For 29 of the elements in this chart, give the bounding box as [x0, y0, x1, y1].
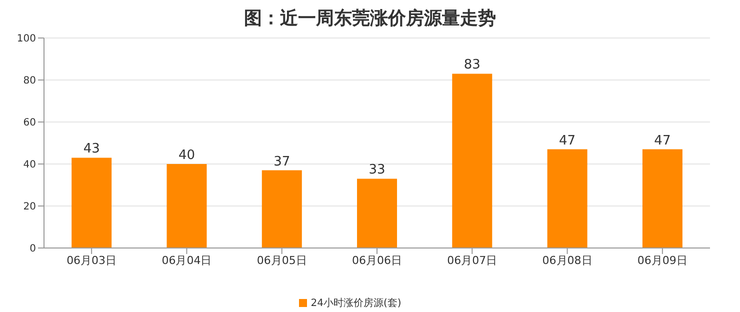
- data-label: 83: [464, 58, 480, 73]
- x-tick-label: 06月03日: [66, 254, 117, 267]
- y-tick-label: 80: [23, 76, 36, 87]
- data-label: 47: [559, 133, 576, 148]
- bar: [357, 178, 398, 248]
- data-label: 47: [654, 133, 671, 148]
- data-label: 33: [368, 162, 386, 178]
- legend-label: 24小时涨价房源(套): [310, 298, 402, 309]
- x-tick-label: 06月06日: [352, 254, 402, 267]
- bar: [262, 170, 302, 248]
- x-tick-label: 06月05日: [256, 254, 307, 267]
- x-tick-label: 06月09日: [637, 254, 688, 267]
- bar: [72, 158, 112, 248]
- bar: [166, 164, 207, 248]
- x-tick-label: 06月04日: [162, 254, 212, 267]
- y-tick-label: 60: [23, 118, 36, 129]
- data-label: 43: [83, 142, 100, 157]
- x-tick-label: 06月08日: [542, 254, 592, 267]
- y-tick-label: 0: [30, 244, 36, 255]
- bar: [642, 149, 682, 248]
- x-tick-label: 06月07日: [447, 254, 498, 267]
- y-tick-label: 40: [23, 160, 36, 171]
- chart-title: 图：近一周东莞涨价房源量走势: [243, 7, 497, 31]
- bar: [452, 74, 492, 248]
- data-label: 40: [178, 148, 196, 163]
- y-tick-label: 100: [16, 34, 36, 45]
- y-tick-label: 20: [23, 202, 36, 213]
- bar: [547, 149, 588, 248]
- data-label: 37: [274, 154, 290, 170]
